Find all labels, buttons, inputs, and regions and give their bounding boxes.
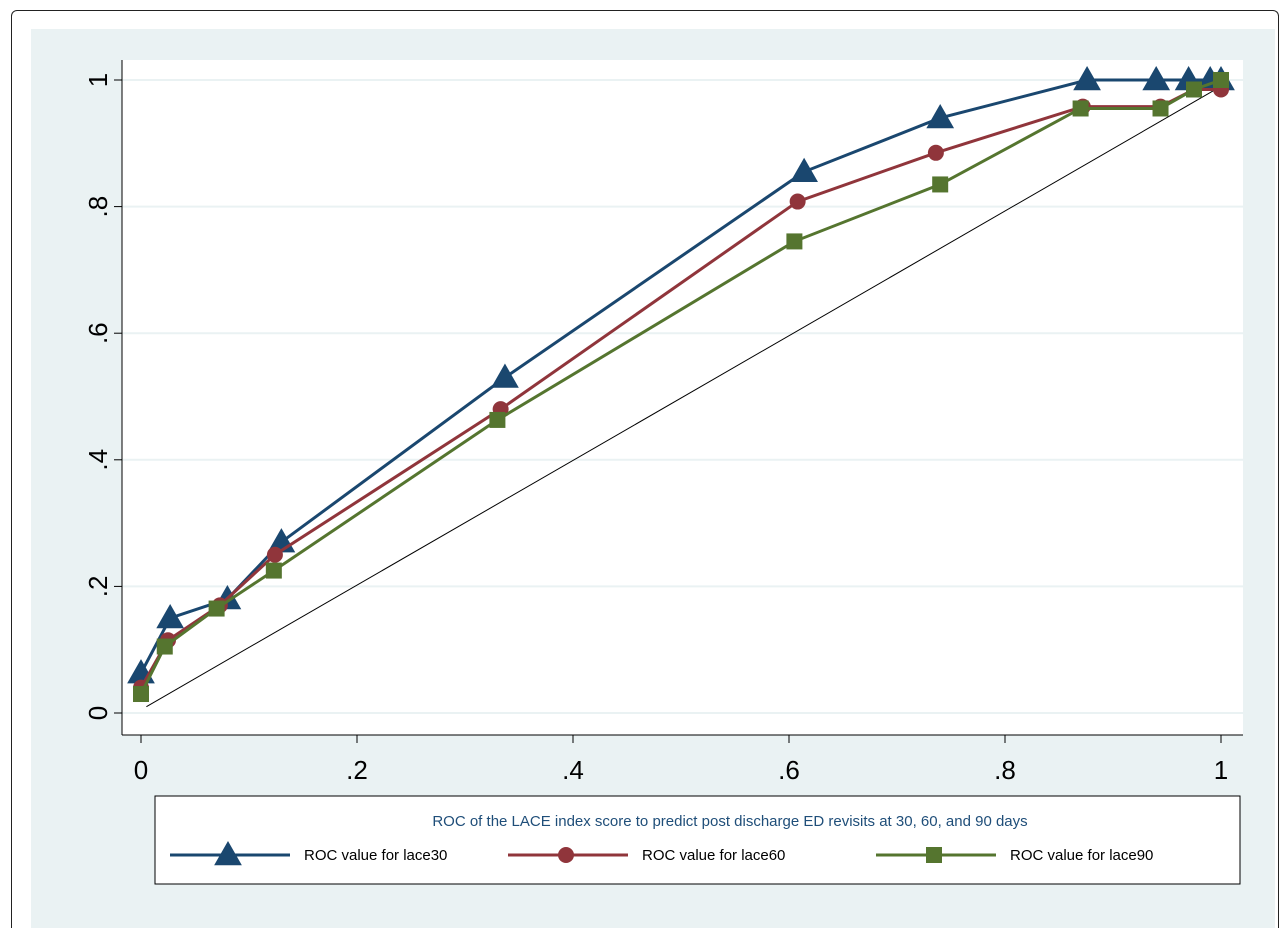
legend-label: ROC value for lace90 [1010, 847, 1153, 864]
y-ticks: 0 .2 .4 .6 .8 1 [83, 73, 122, 720]
series-layer [127, 65, 1235, 703]
y-tick-label: .8 [83, 196, 113, 218]
series-3 [133, 72, 1229, 703]
legend-swatch-marker [214, 840, 242, 866]
data-point [491, 363, 519, 388]
y-tick-label: .4 [83, 449, 113, 471]
data-point [932, 176, 949, 193]
data-point [1213, 72, 1229, 88]
y-tick-label: .6 [83, 322, 113, 344]
data-point [789, 193, 806, 210]
data-point [156, 604, 185, 629]
data-point [265, 562, 282, 579]
legend-title: ROC of the LACE index score to predict p… [432, 813, 1027, 830]
legend-box [154, 795, 1241, 885]
data-point [266, 546, 283, 563]
data-point [1073, 65, 1101, 91]
legend-label: ROC value for lace30 [304, 847, 447, 864]
x-tick-label: 1 [1214, 755, 1228, 785]
data-point [927, 144, 944, 161]
legend: ROC of the LACE index score to predict p… [154, 795, 1241, 885]
x-tick-label: .8 [994, 755, 1016, 785]
legend-swatch-marker [558, 847, 574, 863]
data-point [133, 686, 149, 703]
data-point [208, 600, 225, 617]
legend-item: ROC value for lace60 [508, 847, 785, 864]
y-tick-label: .2 [83, 576, 113, 598]
x-tick-label: 0 [134, 755, 148, 785]
axes [121, 60, 1243, 736]
legend-swatch-marker [926, 847, 942, 863]
grid-lines [122, 79, 1243, 714]
y-tick-label: 0 [83, 706, 113, 720]
data-point [1152, 100, 1169, 117]
legend-item: ROC value for lace90 [876, 847, 1153, 864]
data-point [790, 157, 818, 183]
data-point [489, 411, 506, 428]
y-tick-label: 1 [83, 73, 113, 87]
x-tick-label: .2 [346, 755, 368, 785]
legend-label: ROC value for lace60 [642, 847, 785, 864]
x-ticks: 0 .2 .4 .6 .8 1 [134, 735, 1228, 785]
legend-items: ROC value for lace30 ROC value for lace60… [170, 840, 1153, 866]
x-tick-label: .6 [778, 755, 800, 785]
graph-frame [11, 10, 1279, 928]
data-point [1072, 100, 1089, 117]
x-tick-label: .4 [562, 755, 584, 785]
reference-diagonal-line [146, 85, 1222, 708]
legend-item: ROC value for lace30 [170, 840, 447, 866]
data-point [926, 103, 955, 129]
data-point [156, 638, 173, 655]
data-point [786, 233, 803, 250]
data-point [1186, 81, 1202, 98]
data-point [1142, 65, 1171, 91]
